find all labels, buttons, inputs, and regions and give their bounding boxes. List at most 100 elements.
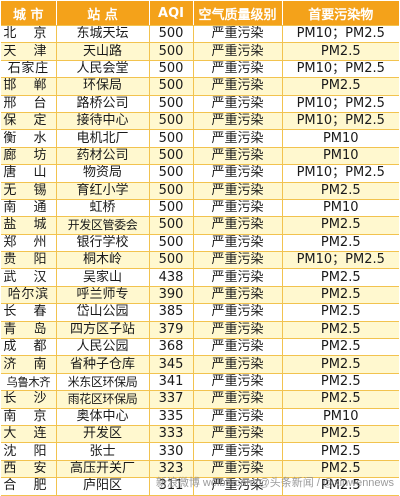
table-row: 合 肥庐阳区 311 严重污染 PM2.5 xyxy=(1,477,399,496)
aqi-cell: 500 xyxy=(149,60,194,79)
pollutant-cell: PM10；PM2.5 xyxy=(282,251,399,270)
site-cell: 省种子仓库 xyxy=(56,355,150,374)
table-row: 乌鲁木齐 米东区环保局 341 严重污染 PM2.5 xyxy=(1,373,399,392)
aqi-cell: 438 xyxy=(149,268,194,287)
header-pollutant: 首要污染物 xyxy=(282,1,399,26)
city-cell: 武 汉 xyxy=(1,268,57,287)
level-cell: 严重污染 xyxy=(193,182,283,200)
site-cell: 接待中心 xyxy=(56,112,150,131)
pollutant-cell: PM2.5 xyxy=(282,373,399,392)
site-cell: 桐木岭 xyxy=(56,251,150,270)
city-cell: 石家庄 xyxy=(1,60,57,79)
site-cell: 吴家山 xyxy=(56,268,150,287)
city-cell: 衡 水 xyxy=(1,129,57,148)
pollutant-cell: PM2.5 xyxy=(282,355,399,374)
level-cell: 严重污染 xyxy=(193,373,283,392)
site-cell: 庐阳区 xyxy=(56,477,150,496)
table-row: 青 岛四方区子站 379 严重污染 PM2.5 xyxy=(1,321,399,340)
level-cell: 严重污染 xyxy=(193,112,283,131)
table-row: 成 都人民公园 368 严重污染 PM2.5 xyxy=(1,338,399,357)
city-cell: 盐 城 xyxy=(1,216,57,235)
table-row: 廊 坊药材公司 500 严重污染 PM10 xyxy=(1,147,399,166)
city-cell: 大 连 xyxy=(1,425,57,444)
city-cell: 成 都 xyxy=(1,338,57,357)
table-row: 盐 城开发区管委会 500 严重污染 PM2.5 xyxy=(1,216,399,235)
site-cell: 开发区管委会 xyxy=(56,216,150,235)
city-cell: 西 安 xyxy=(1,460,57,479)
aqi-cell: 330 xyxy=(149,442,194,461)
pollutant-cell: PM2.5 xyxy=(282,321,399,340)
pollutant-cell: PM10；PM2.5 xyxy=(282,60,399,79)
level-cell: 严重污染 xyxy=(193,321,283,340)
table-row: 唐 山物资局 500 严重污染 PM10；PM2.5 xyxy=(1,164,399,183)
aqi-cell: 500 xyxy=(149,199,194,218)
watermark: 新浪微博 weibo.com/@头条新闻 / @xinwennews xyxy=(155,477,394,489)
site-cell: 物资局 xyxy=(56,164,150,183)
pollutant-cell: PM10 xyxy=(282,147,399,166)
city-cell: 长 春 xyxy=(1,303,57,322)
aqi-cell: 500 xyxy=(149,147,194,166)
level-cell: 严重污染 xyxy=(193,268,283,287)
aqi-cell: 500 xyxy=(149,216,194,235)
level-cell: 严重污染 xyxy=(193,442,283,461)
aqi-cell: 390 xyxy=(149,286,194,305)
table-row: 北 京东城天坛 500 严重污染 PM10；PM2.5 xyxy=(1,25,399,44)
header-city: 城 市 xyxy=(1,1,57,26)
city-cell: 郑 州 xyxy=(1,234,57,253)
aqi-cell: 368 xyxy=(149,338,194,357)
site-cell: 奥体中心 xyxy=(56,408,150,426)
pollutant-cell: PM2.5 xyxy=(282,182,399,200)
level-cell: 严重污染 xyxy=(193,477,283,496)
aqi-cell: 345 xyxy=(149,355,194,374)
site-cell: 开发区 xyxy=(56,425,150,444)
pollutant-cell: PM2.5 xyxy=(282,42,399,61)
pollutant-cell: PM2.5 xyxy=(282,338,399,357)
aqi-cell: 500 xyxy=(149,164,194,183)
aqi-cell: 500 xyxy=(149,112,194,131)
pollutant-cell: PM10 xyxy=(282,129,399,148)
table-body: 北 京东城天坛 500 严重污染 PM10；PM2.5 天 津天山路 500 严重污染 PM2… xyxy=(1,25,399,496)
table-row: 济 南省种子仓库 345 严重污染 PM2.5 xyxy=(1,355,399,374)
site-cell: 人民公园 xyxy=(56,338,150,357)
site-cell: 岱山公园 xyxy=(56,303,150,322)
level-cell: 严重污染 xyxy=(193,129,283,148)
aqi-cell: 335 xyxy=(149,408,194,426)
pollutant-cell: PM2.5 xyxy=(282,216,399,235)
pollutant-cell: PM2.5 xyxy=(282,234,399,253)
table-row: 石家庄 人民会堂 500 严重污染 PM10；PM2.5 xyxy=(1,60,399,79)
pollutant-cell: PM2.5 xyxy=(282,390,399,409)
site-cell: 张士 xyxy=(56,442,150,461)
aqi-cell: 385 xyxy=(149,303,194,322)
level-cell: 严重污染 xyxy=(193,147,283,166)
aqi-cell: 379 xyxy=(149,321,194,340)
aqi-cell: 337 xyxy=(149,390,194,409)
aqi-cell: 500 xyxy=(149,25,194,44)
table-row: 邯 郸环保局 500 严重污染 PM2.5 xyxy=(1,77,399,96)
table-row: 衡 水电机北厂 500 严重污染 PM10 xyxy=(1,129,399,148)
table-row: 保 定接待中心 500 严重污染 PM10；PM2.5 xyxy=(1,112,399,131)
table-row: 长 沙雨花区环保局 337 严重污染 PM2.5 xyxy=(1,390,399,409)
table-row: 大 连开发区 333 严重污染 PM2.5 xyxy=(1,425,399,444)
city-cell: 无 锡 xyxy=(1,182,57,200)
table-row: 长 春岱山公园 385 严重污染 PM2.5 xyxy=(1,303,399,322)
table-row: 郑 州银行学校 500 严重污染 PM2.5 xyxy=(1,234,399,253)
pollutant-cell: PM2.5 xyxy=(282,442,399,461)
site-cell: 天山路 xyxy=(56,42,150,61)
site-cell: 路桥公司 xyxy=(56,95,150,113)
city-cell: 邯 郸 xyxy=(1,77,57,96)
table-row: 贵 阳桐木岭 500 严重污染 PM10；PM2.5 xyxy=(1,251,399,270)
site-cell: 东城天坛 xyxy=(56,25,150,44)
site-cell: 药材公司 xyxy=(56,147,150,166)
site-cell: 电机北厂 xyxy=(56,129,150,148)
aqi-cell: 341 xyxy=(149,373,194,392)
header-site: 站 点 xyxy=(56,1,150,26)
site-cell: 银行学校 xyxy=(56,234,150,253)
aqi-cell: 500 xyxy=(149,251,194,270)
city-cell: 北 京 xyxy=(1,25,57,44)
site-cell: 四方区子站 xyxy=(56,321,150,340)
pollutant-cell: PM2.5 xyxy=(282,77,399,96)
level-cell: 严重污染 xyxy=(193,25,283,44)
table-row: 邢 台路桥公司 500 严重污染 PM10；PM2.5 xyxy=(1,95,399,113)
pollutant-cell: PM2.5 xyxy=(282,268,399,287)
city-cell: 廊 坊 xyxy=(1,147,57,166)
